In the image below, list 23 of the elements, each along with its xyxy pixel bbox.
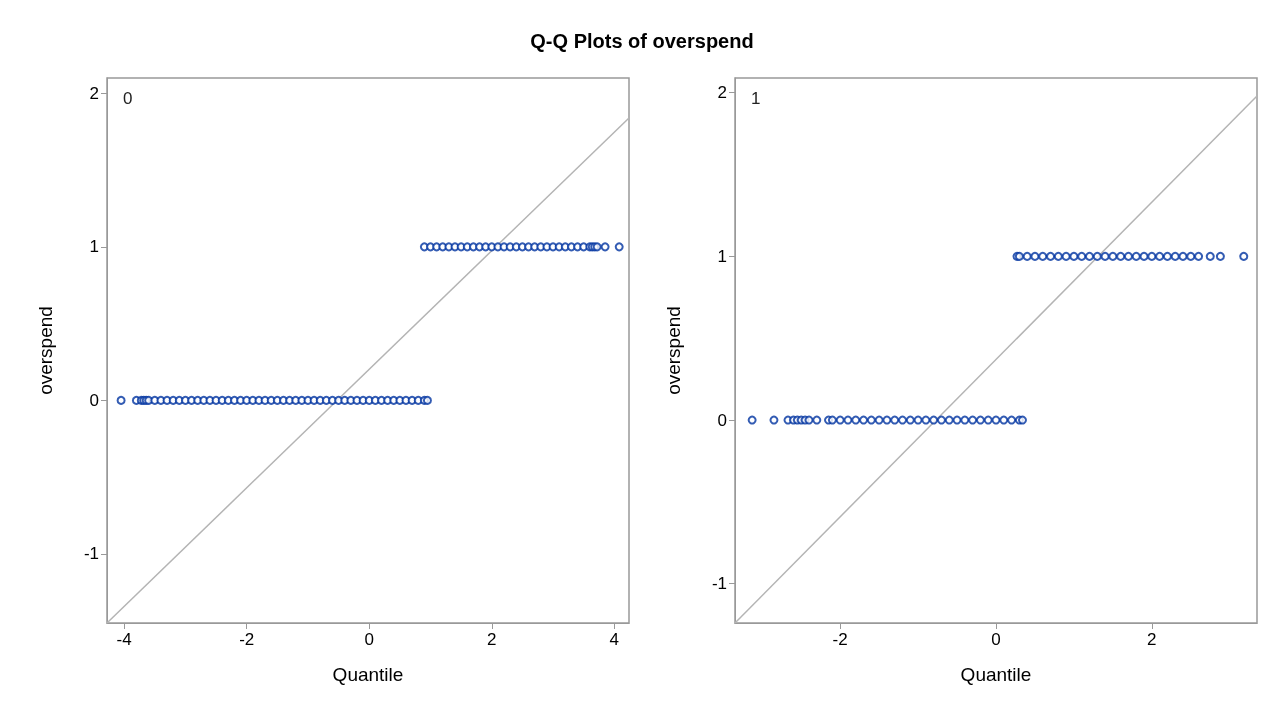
y-axis-title: overspend <box>663 306 684 395</box>
annotation: 0 <box>123 89 133 108</box>
x-tick-label: 4 <box>609 630 620 649</box>
y-tick-label: 1 <box>89 237 99 257</box>
x-axis-title: Quantile <box>332 664 404 685</box>
x-tick-label: -2 <box>239 630 255 649</box>
x-tick-label: 0 <box>364 630 374 649</box>
x-tick-label: -4 <box>116 630 132 649</box>
y-tick-label: 2 <box>717 83 727 103</box>
y-tick-label: 2 <box>89 83 99 103</box>
x-tick-label: -2 <box>832 630 848 649</box>
x-tick-label: 2 <box>1147 630 1157 649</box>
annotation: 1 <box>751 89 761 108</box>
y-tick-label: -1 <box>83 544 99 564</box>
y-axis-title: overspend <box>35 306 56 395</box>
x-axis-title: Quantile <box>960 664 1032 685</box>
y-tick-label: 0 <box>717 410 727 430</box>
x-tick-label: 2 <box>487 630 497 649</box>
y-tick-label: -1 <box>711 574 727 594</box>
chart-title: Q-Q Plots of overspend <box>529 30 755 53</box>
x-tick-label: 0 <box>991 630 1001 649</box>
y-tick-label: 1 <box>717 246 727 266</box>
y-tick-label: 0 <box>89 390 99 410</box>
